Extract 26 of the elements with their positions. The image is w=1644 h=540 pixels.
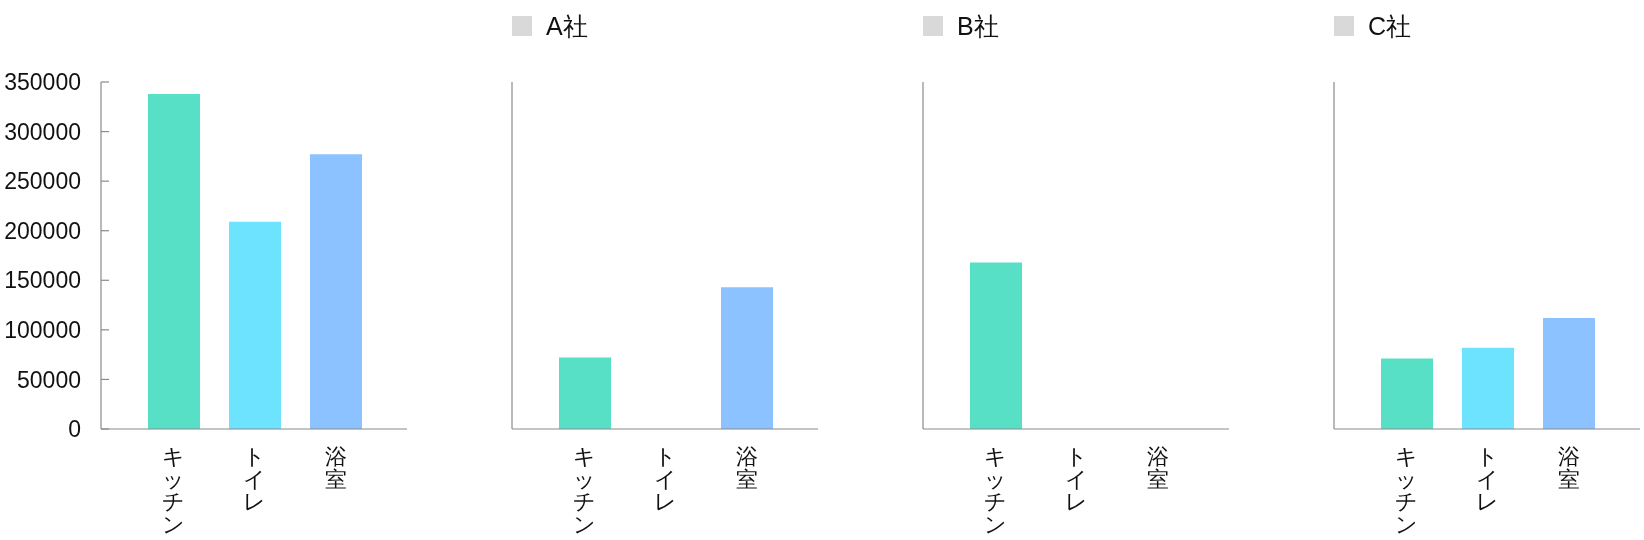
x-tick-label: キッチン: [984, 444, 1007, 537]
x-tick-label: 浴室: [1557, 444, 1580, 492]
x-tick-label: 浴室: [735, 444, 758, 492]
y-tick-label: 350000: [4, 69, 81, 96]
x-tick-label: トイレ: [1065, 444, 1088, 514]
bar: [310, 154, 362, 429]
y-tick-label: 200000: [4, 217, 81, 244]
y-tick-label: 150000: [4, 267, 81, 294]
x-tick-label: キッチン: [573, 444, 596, 537]
y-tick-label: 300000: [4, 118, 81, 145]
x-tick-label: トイレ: [654, 444, 677, 514]
bar: [148, 93, 200, 429]
x-tick-label: 浴室: [324, 444, 347, 492]
x-tick-label: キッチン: [162, 444, 185, 537]
x-tick-label: 浴室: [1146, 444, 1169, 492]
text: A社: [546, 11, 588, 41]
y-tick-label: 100000: [4, 317, 81, 344]
y-tick-label: 0: [68, 416, 81, 443]
text: B社: [957, 11, 999, 41]
x-tick-label: トイレ: [1476, 444, 1499, 514]
y-tick-label: 250000: [4, 168, 81, 195]
y-tick-label: 50000: [17, 366, 81, 393]
bar: [229, 221, 281, 429]
x-tick-label: トイレ: [243, 444, 266, 514]
x-tick-label: キッチン: [1395, 444, 1418, 537]
text: C社: [1368, 11, 1412, 41]
